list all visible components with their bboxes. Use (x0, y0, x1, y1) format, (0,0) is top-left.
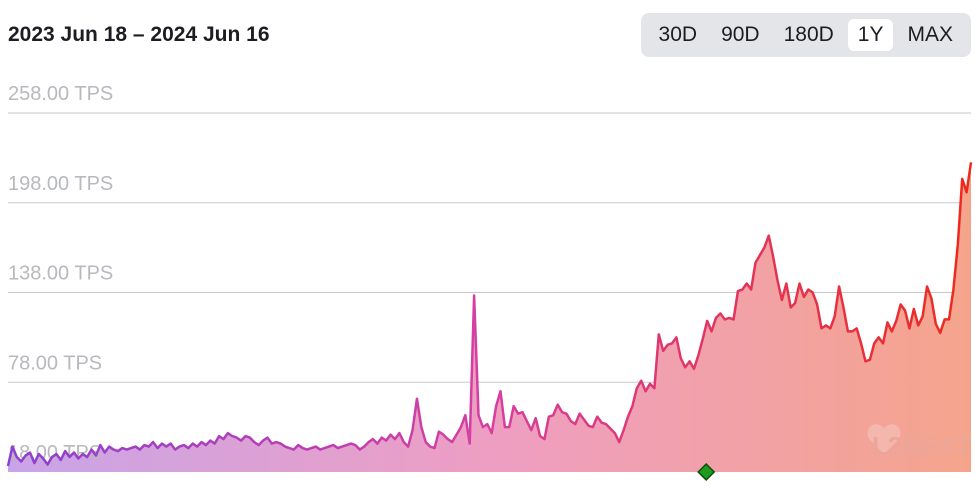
date-range-title: 2023 Jun 18 – 2024 Jun 16 (8, 23, 270, 46)
chart-header: 2023 Jun 18 – 2024 Jun 16 30D 90D 180D 1… (8, 12, 971, 58)
event-marker-icon[interactable] (697, 462, 716, 482)
l2beat-logo-text: L2BEAT (872, 431, 971, 461)
tab-1y[interactable]: 1Y (847, 19, 894, 51)
tab-max[interactable]: MAX (907, 23, 953, 46)
tab-90d[interactable]: 90D (721, 23, 760, 46)
series-line (6, 162, 973, 467)
l2beat-logo: L2BEAT (867, 424, 971, 461)
time-range-selector: 30D 90D 180D 1Y MAX (640, 13, 971, 57)
y-tick-label: 138.00 TPS (8, 263, 113, 285)
y-tick-label: 258.00 TPS (8, 83, 113, 105)
area-fill (8, 162, 971, 473)
y-tick-label: 198.00 TPS (8, 173, 113, 195)
tab-180d[interactable]: 180D (783, 23, 834, 46)
y-tick-label: 78.00 TPS (8, 352, 102, 374)
tab-30d[interactable]: 30D (658, 23, 698, 46)
